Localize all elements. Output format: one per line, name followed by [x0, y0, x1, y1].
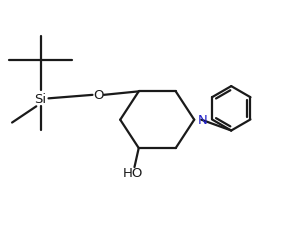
Text: O: O — [93, 89, 104, 102]
Text: N: N — [198, 114, 207, 127]
Text: Si: Si — [35, 93, 47, 105]
Text: HO: HO — [123, 166, 143, 179]
